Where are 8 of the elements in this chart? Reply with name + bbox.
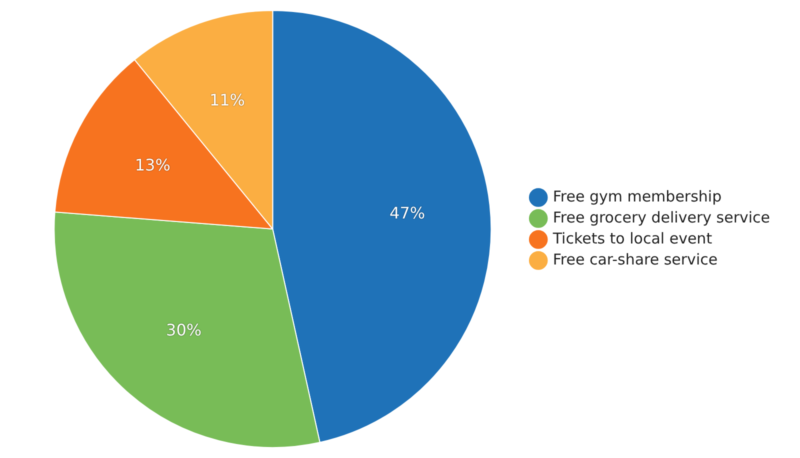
data-label: 47%	[390, 203, 426, 222]
legend-label: Free grocery delivery service	[552, 208, 770, 226]
data-label: 30%	[166, 320, 202, 340]
data-label: 13%	[134, 155, 170, 174]
data-label: 11%	[209, 90, 245, 110]
legend-label: Free car-share service	[552, 250, 718, 268]
legend-label: Free gym membership	[552, 187, 722, 206]
legend-label: Tickets to local event	[552, 229, 712, 248]
